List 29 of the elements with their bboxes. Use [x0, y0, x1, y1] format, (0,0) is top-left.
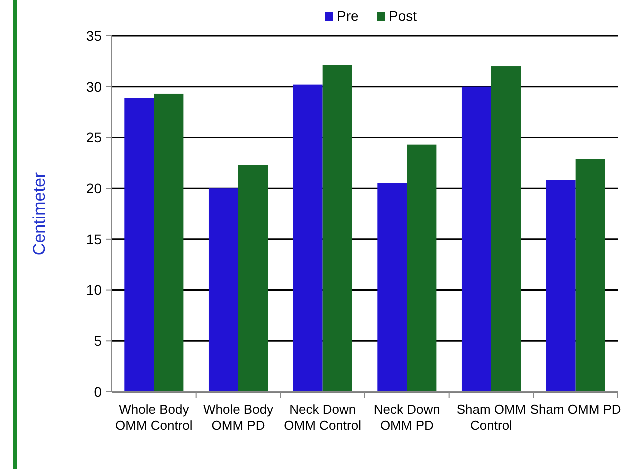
legend-label: Pre — [337, 8, 359, 24]
bar — [154, 94, 184, 392]
bar — [546, 180, 576, 392]
y-tick-label: 0 — [94, 384, 102, 400]
y-tick-label: 10 — [86, 282, 102, 298]
y-tick-label: 5 — [94, 333, 102, 350]
legend-label: Post — [389, 8, 418, 24]
bar — [124, 98, 154, 392]
y-tick-label: 20 — [86, 180, 102, 196]
bar — [293, 84, 323, 392]
x-tick-label: Neck Down OMM PD — [374, 402, 440, 433]
x-tick-label: Whole Body OMM PD — [203, 402, 274, 433]
bar — [407, 144, 437, 392]
bar — [238, 165, 268, 392]
x-tick-label: Sham OMM PD — [530, 402, 622, 417]
x-tick-label: Sham OMM Control — [456, 402, 526, 433]
y-tick-label: 35 — [86, 28, 102, 44]
x-tick-label: Whole Body OMM Control — [116, 402, 193, 433]
bar — [322, 65, 352, 392]
bar — [378, 183, 408, 392]
bar — [492, 66, 522, 392]
y-tick-label: 25 — [86, 130, 102, 146]
bar — [462, 86, 492, 392]
x-tick-label: Neck Down OMM Control — [284, 402, 362, 433]
bar — [576, 159, 606, 392]
bar — [208, 188, 238, 392]
y-axis-title: Centimeter — [30, 172, 49, 256]
y-tick-label: 30 — [86, 78, 102, 95]
y-tick-label: 15 — [86, 231, 102, 248]
